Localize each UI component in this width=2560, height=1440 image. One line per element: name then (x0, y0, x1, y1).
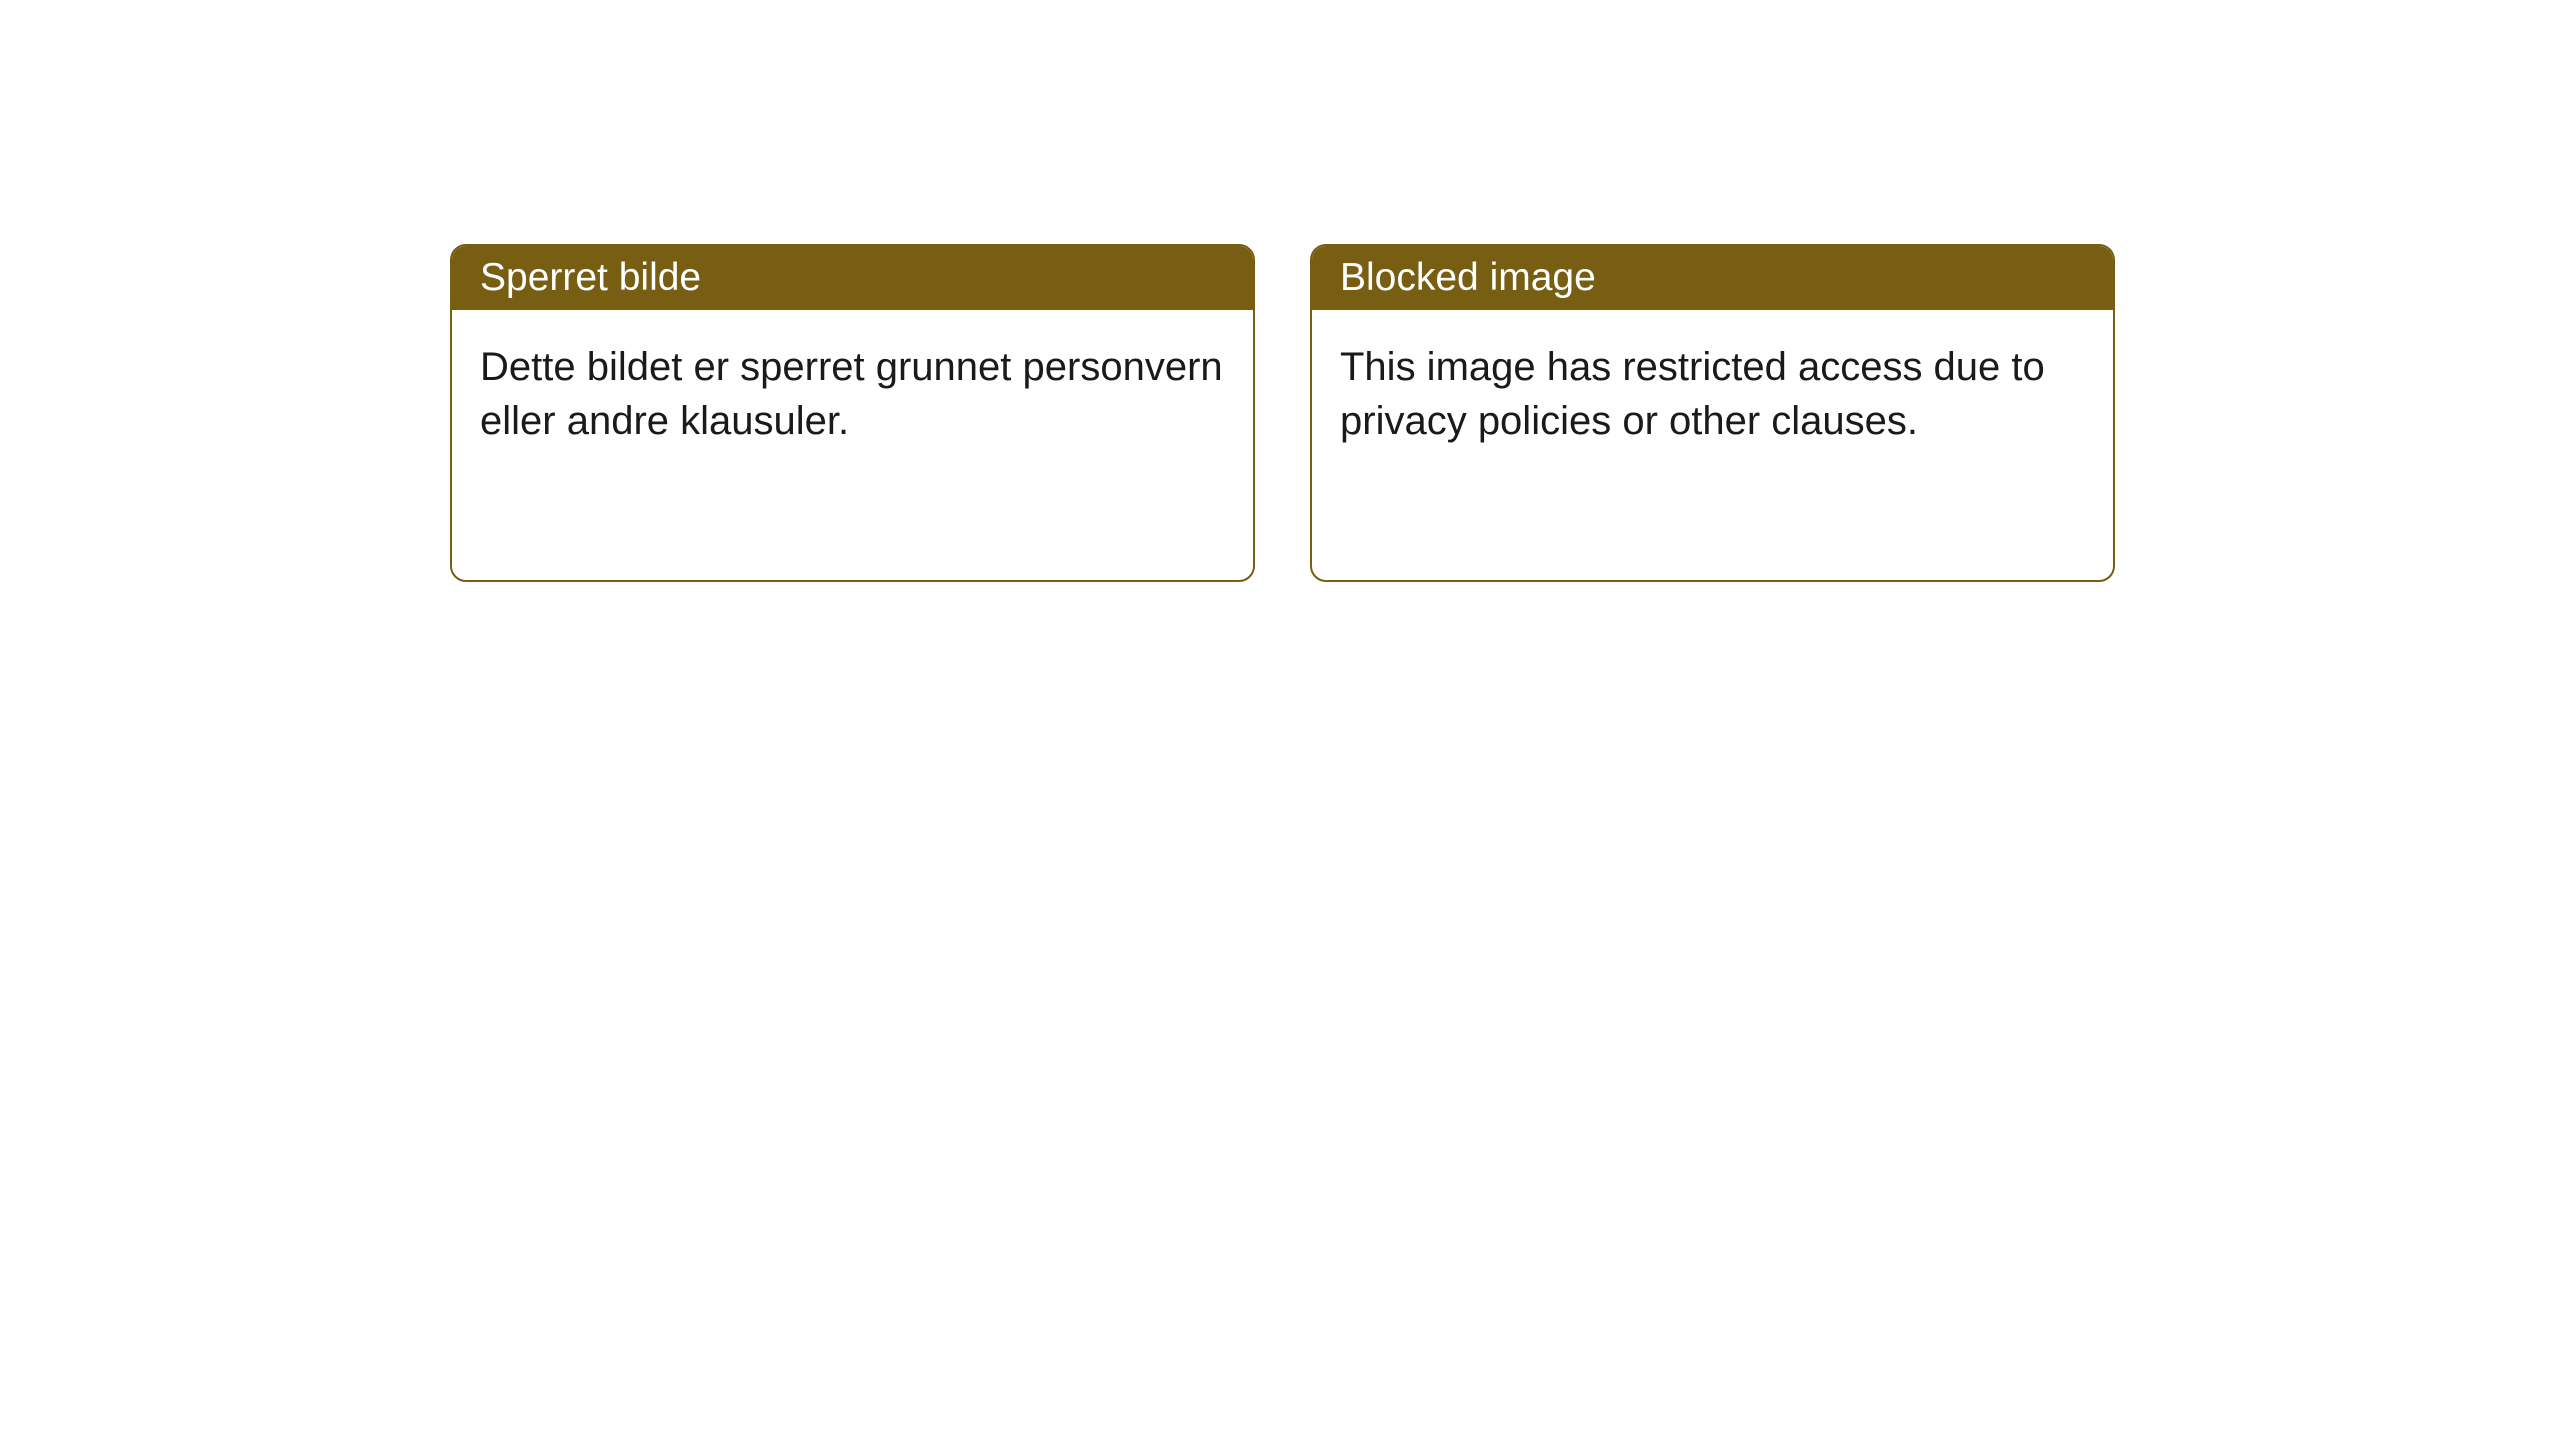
card-title: Blocked image (1340, 256, 1596, 299)
blocked-image-cards-container: Sperret bilde Dette bildet er sperret gr… (450, 244, 2115, 582)
card-body-text: This image has restricted access due to … (1340, 345, 2045, 443)
card-header: Sperret bilde (452, 246, 1253, 310)
card-title: Sperret bilde (480, 256, 701, 299)
card-body-text: Dette bildet er sperret grunnet personve… (480, 345, 1223, 443)
card-header: Blocked image (1312, 246, 2113, 310)
blocked-image-card-norwegian: Sperret bilde Dette bildet er sperret gr… (450, 244, 1255, 582)
card-body: Dette bildet er sperret grunnet personve… (452, 310, 1253, 580)
blocked-image-card-english: Blocked image This image has restricted … (1310, 244, 2115, 582)
card-body: This image has restricted access due to … (1312, 310, 2113, 580)
